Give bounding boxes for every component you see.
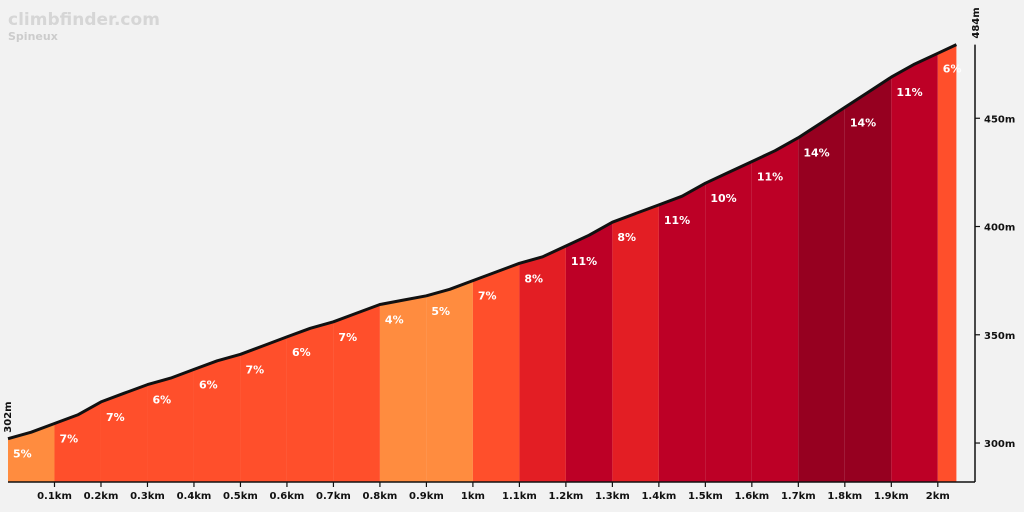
gradient-segment (426, 280, 473, 482)
climb-name: Spineux (8, 30, 58, 43)
gradient-label: 6% (943, 62, 962, 75)
x-axis-ticks: 0.1km 0.2km 0.3km 0.4km 0.5km 0.6km 0.7km 0.8km… (37, 482, 950, 502)
gradient-label: 6% (152, 394, 171, 407)
gradient-label: 7% (245, 363, 264, 376)
x-tick-label: 1km (461, 491, 485, 502)
gradient-label: 4% (385, 313, 404, 326)
x-tick-label: 1.5km (688, 491, 723, 502)
gradient-segment (612, 204, 659, 483)
gradient-segment (240, 336, 287, 482)
x-tick-label: 1.3km (595, 491, 630, 502)
gradient-segments (8, 44, 957, 483)
gradient-segment (658, 183, 706, 483)
gradient-segment (379, 295, 427, 482)
gradient-segment (844, 77, 892, 482)
gradient-segment (54, 401, 101, 482)
y-tick-label: 450m (984, 114, 1015, 125)
gradient-segment (798, 107, 845, 483)
x-tick-label: 0.4km (177, 491, 212, 502)
gradient-label: 10% (710, 192, 736, 205)
gradient-segment (472, 263, 520, 482)
x-tick-label: 1.2km (548, 491, 583, 502)
x-tick-label: 0.5km (223, 491, 258, 502)
gradient-segment (147, 369, 194, 482)
gradient-label: 7% (338, 331, 357, 344)
y-tick-label: 300m (984, 439, 1015, 450)
x-tick-label: 1.9km (874, 491, 909, 502)
gradient-label: 7% (478, 290, 497, 303)
x-tick-label: 0.2km (84, 491, 119, 502)
y-tick-label: 350m (984, 331, 1015, 342)
gradient-segment (751, 137, 799, 483)
x-tick-label: 0.1km (37, 491, 72, 502)
gradient-labels: 5% 7% 7% 6% 6% 7% 6% 7% 4% 5% 7% 8% 11% 8% 11% 10% 11% 14… (13, 62, 961, 460)
x-tick-label: 0.9km (409, 491, 444, 502)
gradient-segment (891, 53, 938, 482)
end-elevation-label: 484m (971, 7, 982, 38)
gradient-label: 11% (757, 171, 783, 184)
gradient-segment (193, 354, 241, 482)
gradient-segment (705, 161, 752, 482)
gradient-segment (519, 246, 566, 482)
start-elevation-label: 302m (3, 401, 14, 432)
gradient-label: 11% (571, 255, 597, 268)
gradient-label: 7% (59, 433, 78, 446)
gradient-segment (333, 304, 380, 482)
gradient-label: 14% (803, 147, 829, 160)
x-tick-label: 1.6km (734, 491, 769, 502)
x-tick-label: 1.7km (781, 491, 816, 502)
gradient-segment (8, 423, 55, 482)
gradient-label: 8% (524, 272, 543, 285)
gradient-label: 5% (13, 448, 32, 461)
gradient-label: 11% (664, 214, 690, 227)
x-tick-label: 2km (926, 491, 950, 502)
gradient-label: 7% (106, 411, 125, 424)
gradient-segment (565, 222, 613, 483)
gradient-segment (286, 321, 334, 482)
x-tick-label: 0.8km (363, 491, 398, 502)
x-tick-label: 1.8km (827, 491, 862, 502)
gradient-label: 6% (292, 346, 311, 359)
y-tick-label: 400m (984, 223, 1015, 234)
x-tick-label: 0.6km (270, 491, 305, 502)
gradient-segment (937, 44, 957, 482)
x-tick-label: 0.7km (316, 491, 351, 502)
gradient-label: 11% (896, 86, 922, 99)
brand-watermark: climbfinder.com (8, 10, 160, 30)
x-tick-label: 0.3km (130, 491, 165, 502)
y-axis-ticks: 300m 350m 400m 450m (975, 114, 1015, 450)
x-tick-label: 1.1km (502, 491, 537, 502)
gradient-segment (100, 384, 148, 482)
profile-line (7, 43, 958, 441)
gradient-label: 14% (850, 116, 876, 129)
x-tick-label: 1.4km (641, 491, 676, 502)
gradient-label: 8% (617, 231, 636, 244)
gradient-label: 5% (431, 305, 450, 318)
gradient-label: 6% (199, 378, 218, 391)
